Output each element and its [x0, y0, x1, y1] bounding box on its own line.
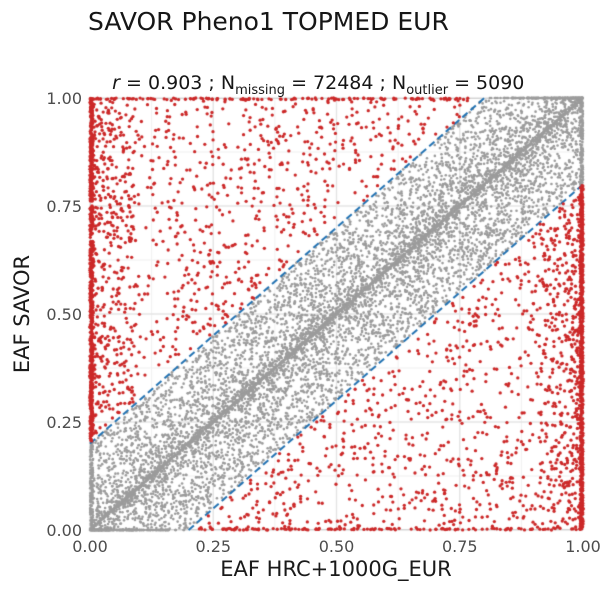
n-missing-value: 72484 — [313, 72, 374, 94]
x-tick-label: 1.00 — [565, 537, 600, 556]
y-tick-label: 1.00 — [46, 89, 82, 108]
n-outlier-symbol: N — [391, 72, 407, 94]
chart-subtitle: r = 0.903 ; Nmissing = 72484 ; Noutlier … — [112, 72, 525, 98]
x-tick-label: 0.25 — [195, 537, 232, 556]
y-axis-label: EAF SAVOR — [10, 254, 34, 374]
y-tick-label: 0.25 — [46, 413, 82, 432]
n-missing-symbol: N — [220, 72, 236, 94]
r-symbol: r — [112, 72, 120, 94]
x-tick-label: 0.50 — [318, 537, 355, 556]
r-value: 0.903 — [147, 72, 203, 94]
n-outlier-value: 5090 — [476, 72, 525, 94]
chart-title: SAVOR Pheno1 TOPMED EUR — [88, 7, 449, 36]
x-tick-label: 0.75 — [441, 537, 478, 556]
y-tick-label: 0.75 — [46, 197, 82, 216]
y-tick-label: 0.00 — [46, 521, 82, 540]
x-tick-label: 0.00 — [72, 537, 108, 556]
y-tick-label: 0.50 — [46, 305, 82, 324]
x-axis-label: EAF HRC+1000G_EUR — [220, 557, 452, 581]
